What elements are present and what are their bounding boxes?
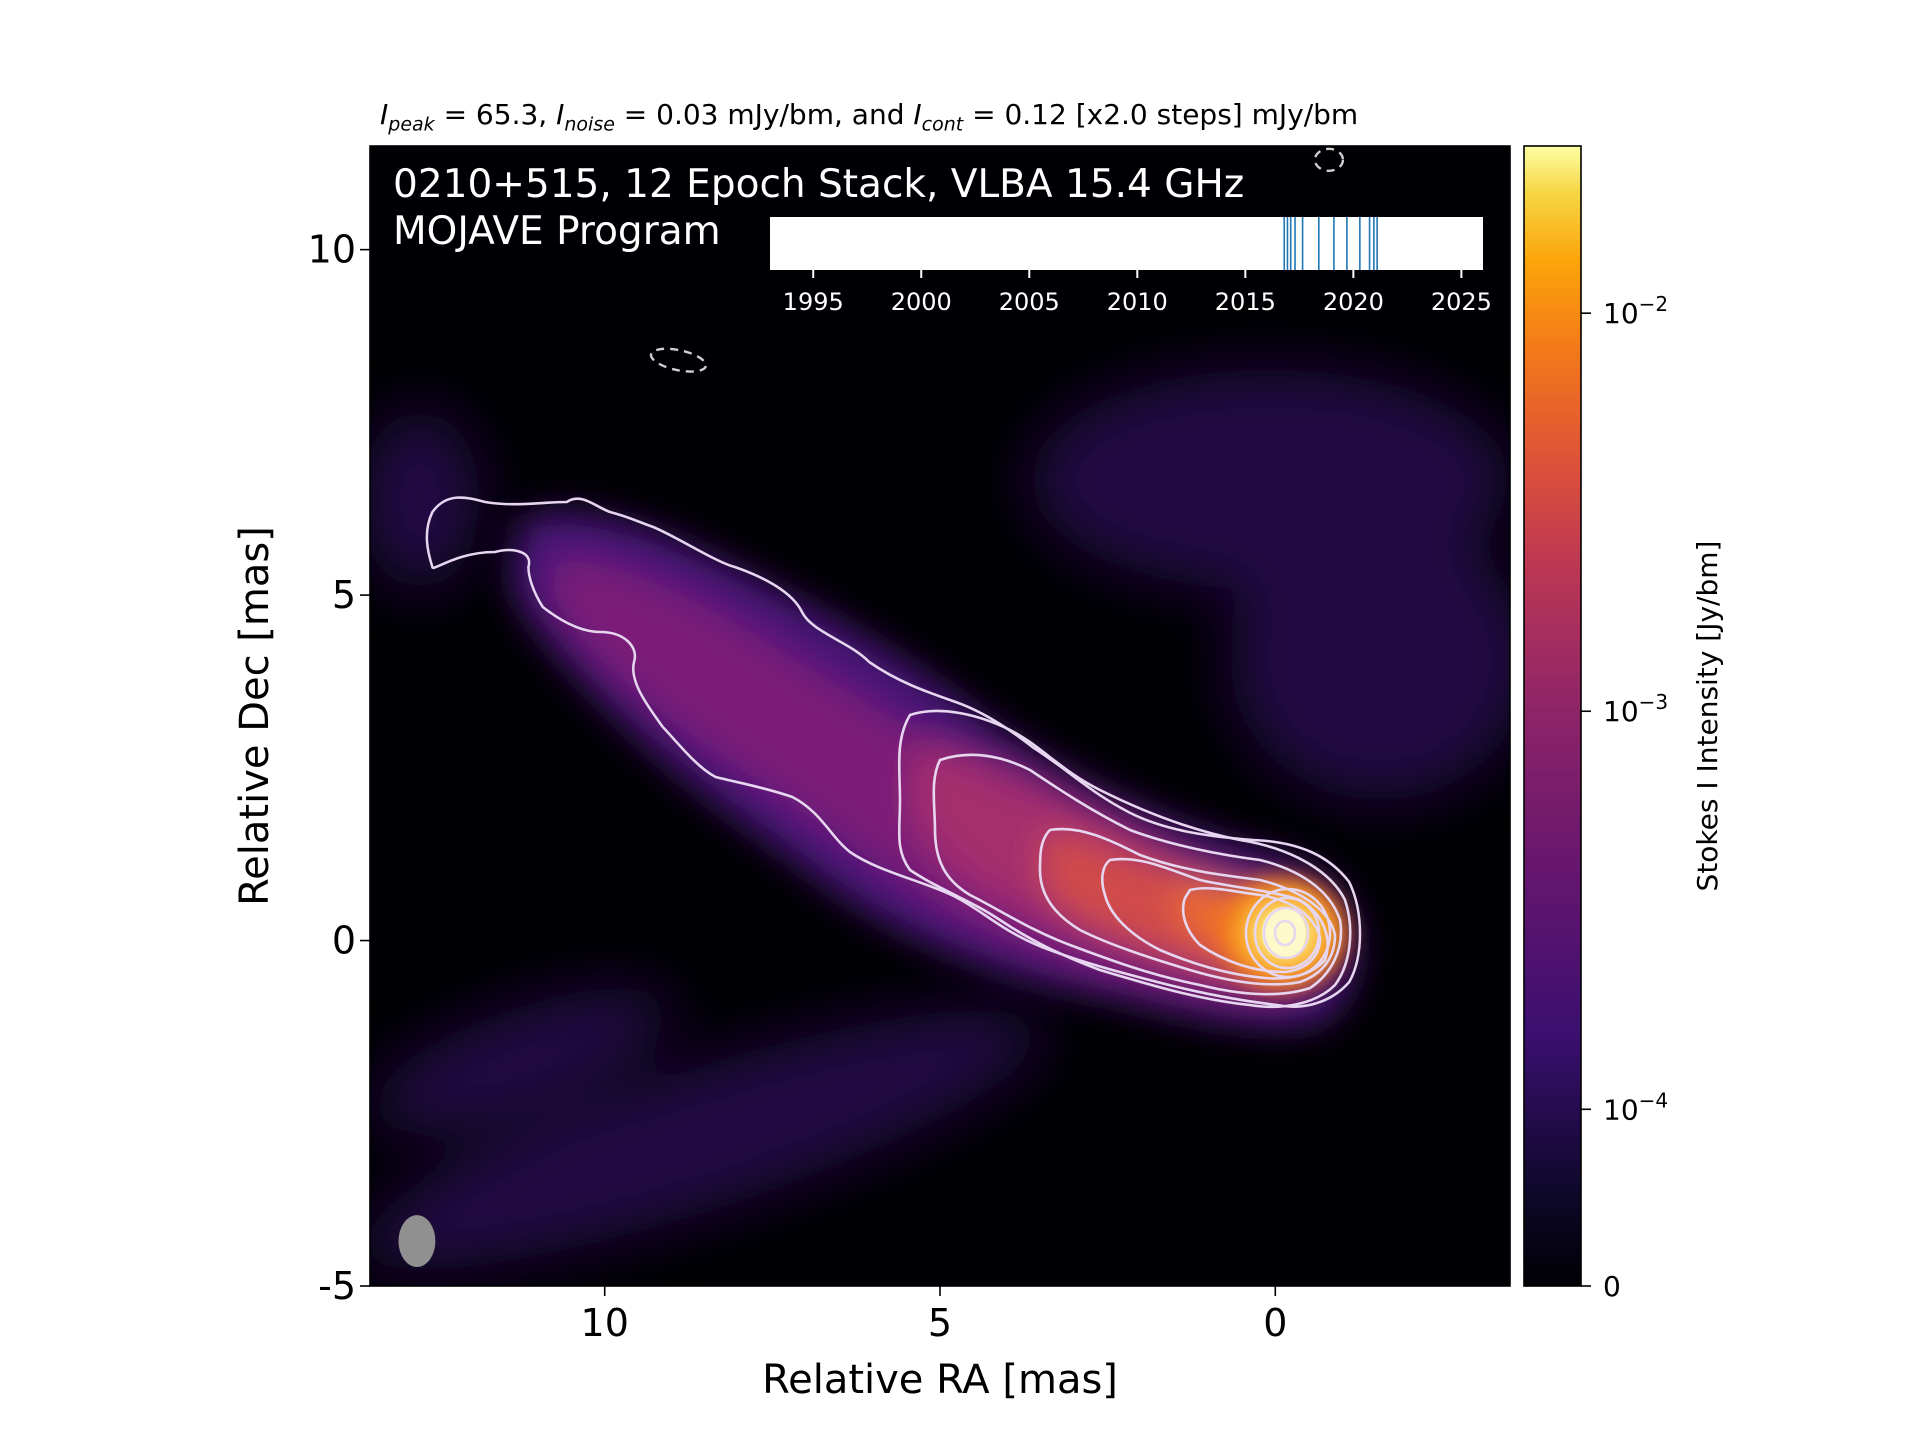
peak-subscript: peak (388, 113, 435, 136)
timeline-tick-label: 1995 (783, 288, 844, 316)
map-header: Ipeak = 65.3, Inoise = 0.03 mJy/bm, and … (380, 98, 1358, 136)
contour-level-2 (897, 709, 1352, 1009)
contour-level-7 (1244, 887, 1332, 979)
colorbar-ticks: 10−2 10−3 10−4 0 (1581, 292, 1668, 1303)
noise-text: = 0.03 mJy/bm, and (614, 98, 914, 131)
y-axis-label: Relative Dec [mas] (232, 526, 278, 906)
y-axis: 10 5 0 -5 (308, 228, 370, 1308)
y-tick-label: -5 (318, 1264, 356, 1308)
timeline-ticks: 1995 2000 2005 2010 2015 2020 2025 (783, 270, 1492, 316)
x-axis-label: Relative RA [mas] (762, 1357, 1118, 1403)
x-tick-label: 5 (928, 1301, 952, 1345)
negative-contour (1313, 147, 1345, 173)
contour-level-9 (1262, 906, 1310, 960)
timeline-box (770, 217, 1483, 270)
timeline-tick-label: 2000 (891, 288, 952, 316)
contour-level-4 (1038, 827, 1337, 986)
noise-symbol: I (556, 98, 565, 131)
contour-level-6 (1181, 886, 1322, 974)
timeline-tick-label: 2025 (1431, 288, 1492, 316)
peak-text: = 65.3, (434, 98, 557, 131)
x-tick-label: 0 (1263, 1301, 1287, 1345)
timeline-tick-label: 2020 (1323, 288, 1384, 316)
faint-emission (370, 370, 1510, 1270)
map-image (370, 147, 1510, 1270)
contour-level-10 (1273, 919, 1297, 947)
negative-contours (649, 147, 1345, 373)
timeline-tick-label: 2010 (1107, 288, 1168, 316)
cont-symbol: I (913, 98, 922, 131)
colorbar-tick-label: 10−2 (1603, 292, 1668, 330)
y-tick-label: 10 (308, 228, 356, 272)
colorbar-label: Stokes I Intensity [Jy/bm] (1691, 541, 1724, 892)
colorbar-tick-label: 10−3 (1603, 690, 1668, 728)
image-label-line1: 0210+515, 12 Epoch Stack, VLBA 15.4 GHz (393, 162, 1244, 207)
contours (425, 496, 1362, 1009)
x-axis: 10 5 0 (581, 1286, 1287, 1345)
timeline-tick-label: 2005 (999, 288, 1060, 316)
contour-level-3 (932, 753, 1343, 996)
contour-level-8 (1253, 896, 1321, 970)
noise-subscript: noise (564, 113, 615, 136)
colorbar-tick-label: 10−4 (1603, 1088, 1668, 1126)
colorbar-tick-label: 0 (1603, 1270, 1621, 1303)
cont-text: = 0.12 [x2.0 steps] mJy/bm (963, 98, 1359, 131)
epoch-lines (1283, 217, 1378, 270)
cont-subscript: cont (921, 113, 964, 136)
colorbar (1523, 145, 1582, 1287)
peak-symbol: I (380, 98, 389, 131)
contour-level-1 (425, 496, 1362, 1008)
y-tick-label: 5 (332, 573, 356, 617)
y-tick-label: 0 (332, 919, 356, 963)
negative-contour (649, 347, 708, 373)
beam-ellipse (398, 1215, 436, 1268)
epoch-timeline: 1995 2000 2005 2010 2015 2020 2025 (770, 217, 1492, 316)
timeline-tick-label: 2015 (1215, 288, 1276, 316)
core-peak (1262, 907, 1306, 959)
x-tick-label: 10 (581, 1301, 629, 1345)
image-label-line2: MOJAVE Program (393, 209, 721, 254)
